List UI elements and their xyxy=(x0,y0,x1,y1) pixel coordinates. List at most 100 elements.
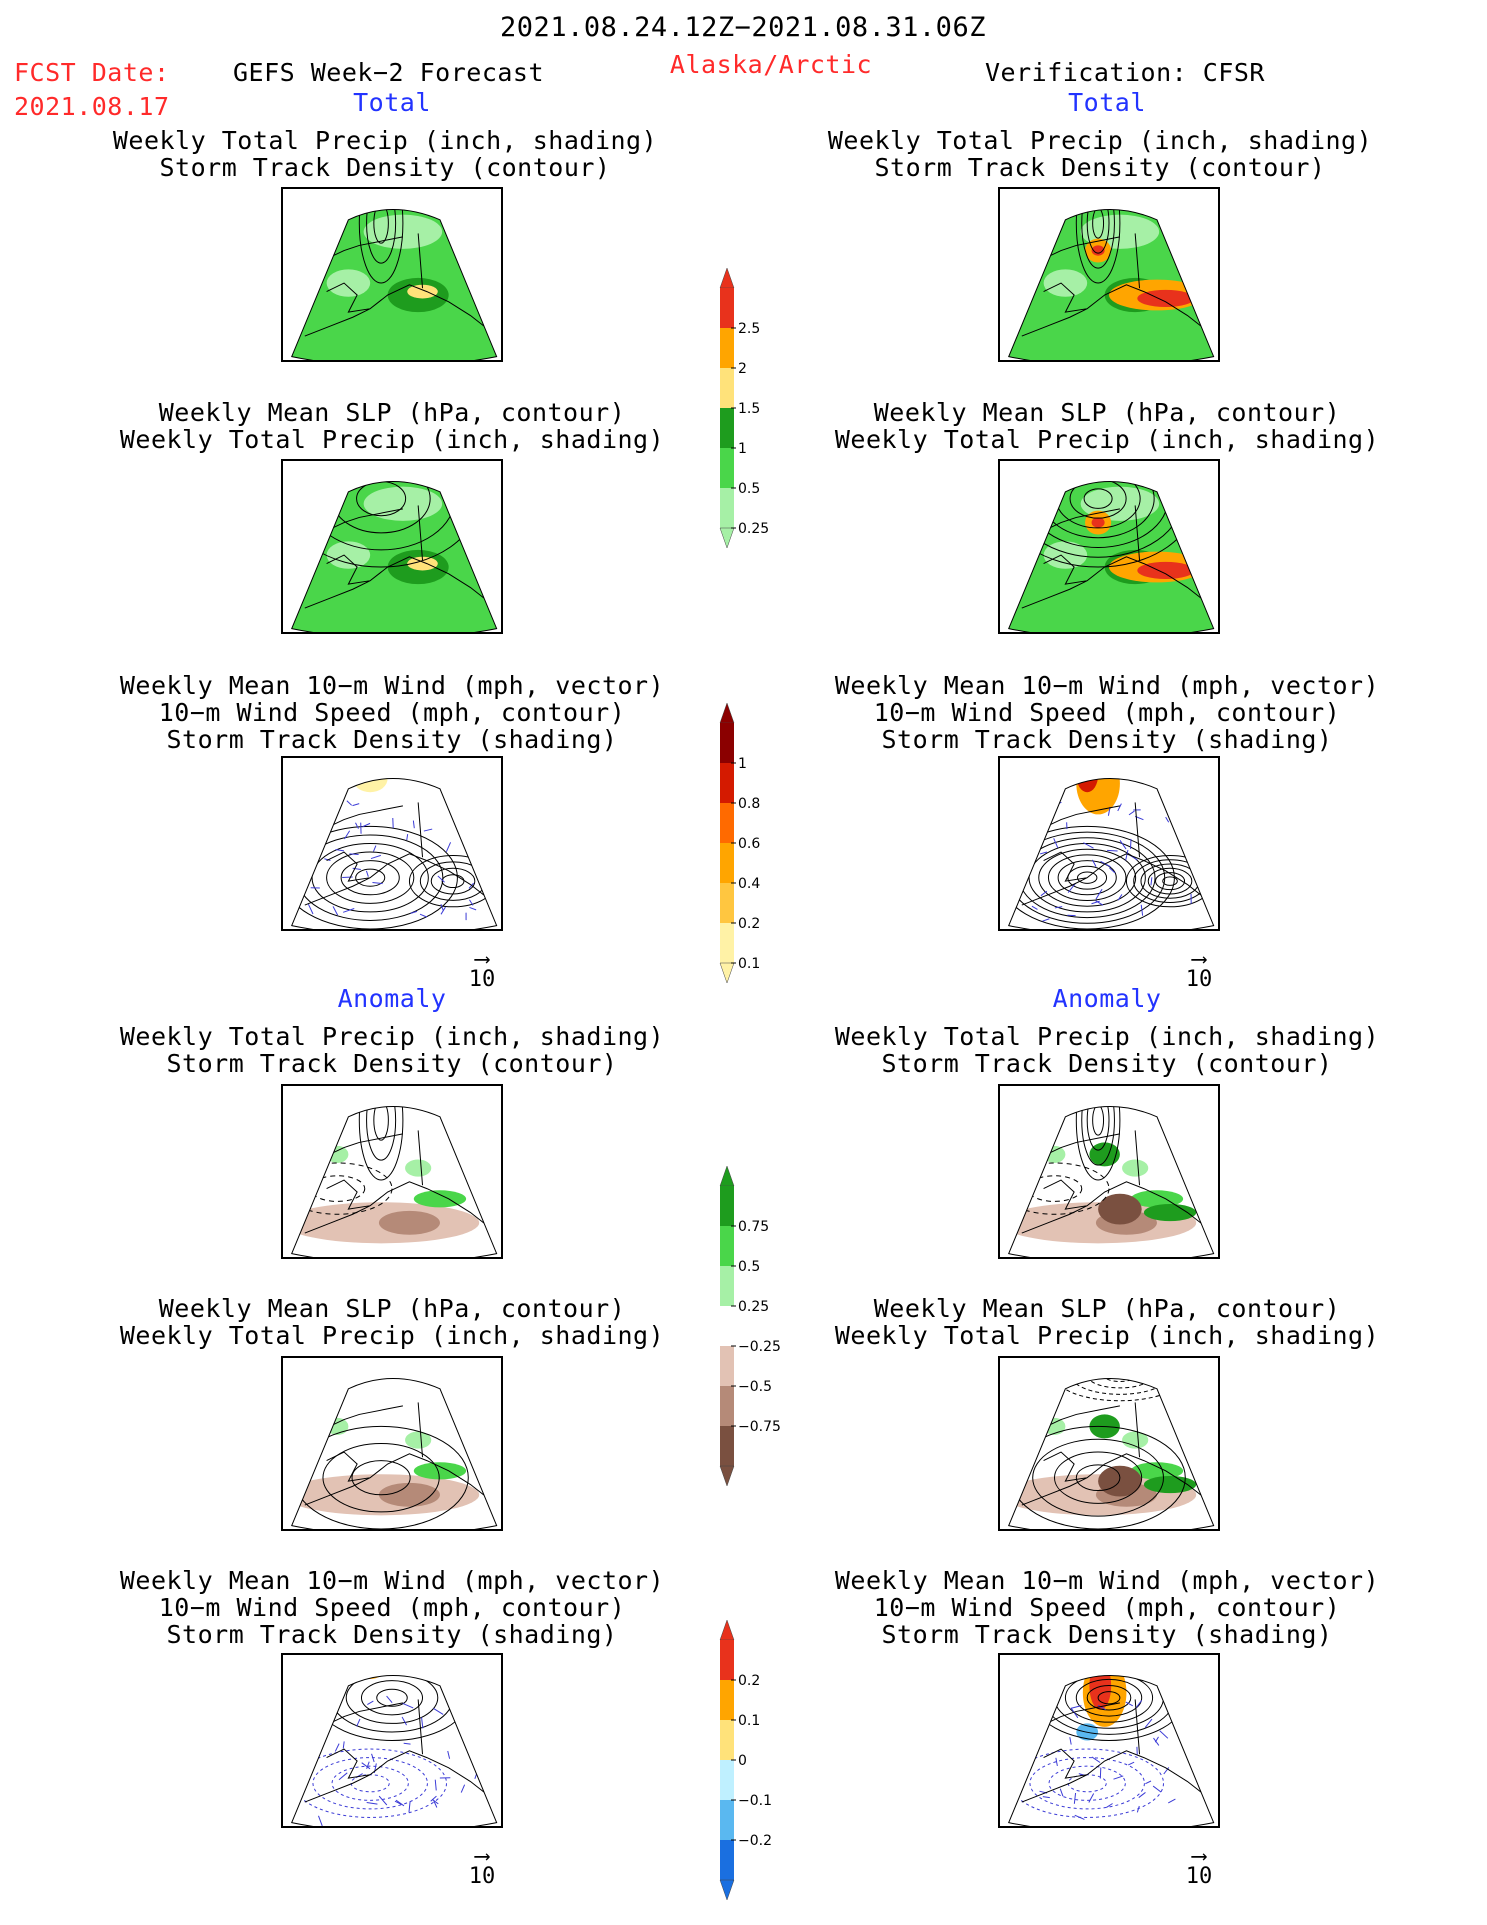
map-panel-right-3 xyxy=(998,756,1220,931)
extreme-precip-region xyxy=(1137,561,1195,579)
wind-vector xyxy=(346,800,353,806)
wind-vector xyxy=(1165,816,1170,823)
storm_total-tick-label: 0.4 xyxy=(738,876,760,892)
contour-line xyxy=(1054,1451,1143,1504)
wind-vector xyxy=(1135,1699,1143,1709)
map-svg xyxy=(1008,778,1215,929)
wind-vector xyxy=(1055,1757,1058,1767)
wind-vector xyxy=(1088,1793,1095,1803)
contour-line xyxy=(373,209,389,244)
very-heavy-precip-region xyxy=(407,556,438,571)
wind-vector xyxy=(1145,1780,1152,1785)
contour-line xyxy=(1097,1691,1121,1705)
wind-vector xyxy=(315,812,319,822)
wind-vector xyxy=(1091,859,1097,867)
date-range-title: 2021.08.24.12Z−2021.08.31.06Z xyxy=(500,12,986,43)
panel-title-right-3: Weekly Mean 10−m Wind (mph, vector) 10−m … xyxy=(834,671,1380,754)
precip_total-tick-label: 2.5 xyxy=(738,321,760,337)
wind-vector xyxy=(421,1717,424,1729)
vector-ref-left-2: ⟶ 10 xyxy=(468,1844,496,1890)
storm-track-anomaly xyxy=(1089,1675,1112,1710)
storm_anom-tick-label: 0 xyxy=(738,1753,747,1769)
sector-outline xyxy=(1008,1106,1215,1257)
storm_total-top-arrow xyxy=(719,702,735,724)
storm_anom-segment xyxy=(720,1800,734,1840)
light-precip-region xyxy=(1043,541,1088,569)
wind-vector xyxy=(434,1779,437,1791)
coastline xyxy=(1021,505,1210,609)
precip_anom-segment xyxy=(720,1266,734,1306)
wind-vector xyxy=(406,834,409,841)
precip_anom-tick-label: −0.75 xyxy=(738,1419,781,1435)
wind-vector xyxy=(430,1795,437,1802)
precip_anom-tick-label: 0.5 xyxy=(738,1259,760,1275)
wind-vector xyxy=(1107,806,1111,816)
section-total-left: Total xyxy=(353,88,431,117)
map-svg xyxy=(1008,481,1215,632)
storm_total-tick-label: 0.8 xyxy=(738,796,760,812)
coastline xyxy=(304,1699,493,1803)
wind-vector xyxy=(366,1761,370,1769)
wind-vector xyxy=(344,830,351,840)
wind-vector xyxy=(423,828,433,832)
colorbar-precip-anom: 0.75 0.5 0.25 −0.25 −0.5 −0.75 xyxy=(719,1165,790,1490)
contour-line xyxy=(1083,488,1113,509)
wind-vector xyxy=(1025,1707,1037,1711)
wind-vector xyxy=(474,1727,483,1737)
coastline xyxy=(1021,1699,1210,1803)
panel-title-right-6: Weekly Mean 10−m Wind (mph, vector) 10−m … xyxy=(834,1566,1380,1649)
wind-vector xyxy=(401,1716,407,1726)
sector-outline xyxy=(291,209,498,360)
wind-vector xyxy=(1140,904,1144,916)
extreme-precip-region xyxy=(1091,517,1105,528)
storm_total-segment xyxy=(720,923,734,963)
wind-vector xyxy=(310,1737,319,1744)
wind-vector xyxy=(1168,1798,1176,1804)
wind-vector xyxy=(1069,1737,1072,1745)
sector-outline xyxy=(291,778,498,929)
contour-line xyxy=(345,1675,439,1724)
extreme-precip-region xyxy=(1091,245,1105,256)
dry-anomaly-region xyxy=(1098,1193,1142,1225)
wind-vector xyxy=(1144,1718,1153,1728)
coastline xyxy=(1021,1402,1210,1506)
precip_anom-tick-label: −0.25 xyxy=(738,1339,781,1355)
map-sector xyxy=(291,209,497,360)
map-svg xyxy=(1008,209,1215,360)
precip_total-tick-label: 1 xyxy=(738,441,747,457)
coastline xyxy=(304,505,493,609)
wind-vector xyxy=(1028,843,1031,852)
wind-vector xyxy=(1136,1805,1140,1813)
wind-vector xyxy=(1159,1730,1169,1739)
wind-vector xyxy=(419,913,428,918)
wet-anomaly-region xyxy=(413,1462,467,1480)
coastline xyxy=(304,1130,493,1234)
storm_total-segment xyxy=(720,763,734,803)
wind-vector xyxy=(1048,804,1055,809)
region-title: Alaska/Arctic xyxy=(669,50,873,79)
map-panel-right-5 xyxy=(998,1356,1220,1531)
precip_total-tick-label: 0.25 xyxy=(738,521,769,537)
precip_total-segment xyxy=(720,488,734,528)
storm_anom-bottom-arrow xyxy=(719,1879,735,1901)
map-panel-left-2 xyxy=(281,459,503,634)
map-svg xyxy=(291,1675,498,1826)
precip_anom-segment xyxy=(720,1186,734,1226)
wind-vector xyxy=(301,811,311,815)
wind-vector xyxy=(309,1740,317,1746)
coastline xyxy=(1021,1130,1210,1234)
map-background xyxy=(1008,1675,1214,1826)
coastline xyxy=(1021,233,1210,337)
contour-line xyxy=(1086,1378,1154,1389)
wind-vector xyxy=(1153,1737,1160,1746)
wind-vector xyxy=(349,853,359,856)
wind-vector xyxy=(1031,905,1038,910)
colorbar-storm-total: 1 0.8 0.6 0.4 0.2 0.1 xyxy=(719,702,790,987)
section-anomaly-left: Anomaly xyxy=(337,984,447,1013)
panel-title-right-2: Weekly Mean SLP (hPa, contour) Weekly Tot… xyxy=(834,398,1380,454)
wind-vector xyxy=(366,1802,378,1805)
sector-outline xyxy=(1008,209,1215,360)
precip_anom-segment xyxy=(720,1426,734,1466)
contour-line xyxy=(1092,209,1105,239)
contour-line xyxy=(340,860,400,896)
